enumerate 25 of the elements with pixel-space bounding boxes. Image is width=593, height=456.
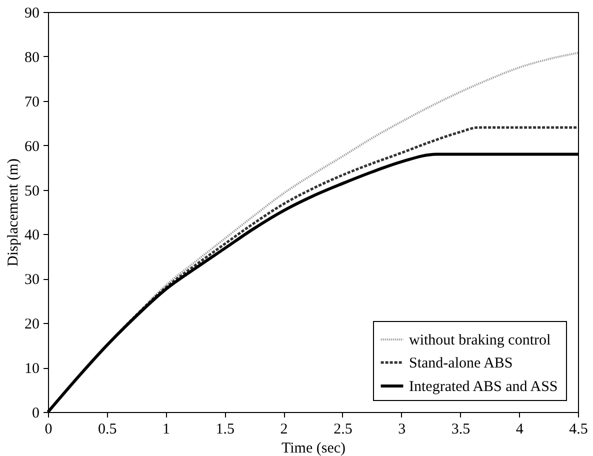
y-tick-label: 10 bbox=[24, 361, 40, 378]
x-tick-label: 4.5 bbox=[569, 422, 588, 438]
y-tick-label: 80 bbox=[24, 50, 40, 66]
x-tick-label: 0 bbox=[44, 422, 52, 438]
x-tick-label: 2.5 bbox=[334, 422, 352, 438]
y-tick-label: 40 bbox=[24, 228, 40, 244]
y-tick-label: 90 bbox=[24, 6, 40, 22]
x-tick-label: 3.5 bbox=[451, 422, 470, 438]
y-tick-label: 60 bbox=[24, 138, 40, 155]
legend-label: Integrated ABS and ASS bbox=[409, 379, 558, 395]
y-tick-label: 70 bbox=[24, 94, 40, 110]
x-tick-label: 1 bbox=[162, 422, 170, 438]
legend-label: Stand-alone ABS bbox=[409, 356, 513, 372]
x-tick-label: 0.5 bbox=[98, 422, 117, 438]
x-tick-label: 1.5 bbox=[216, 422, 235, 438]
y-tick-label: 50 bbox=[24, 183, 40, 200]
y-tick-label: 0 bbox=[32, 406, 40, 422]
legend-label: without braking control bbox=[409, 332, 551, 348]
y-tick-label: 20 bbox=[24, 316, 40, 333]
x-axis-title: Time (sec) bbox=[281, 440, 346, 456]
x-tick-label: 2 bbox=[280, 422, 288, 438]
y-tick-label: 30 bbox=[24, 272, 40, 288]
x-tick-label: 4 bbox=[516, 422, 524, 438]
x-tick-label: 3 bbox=[398, 422, 406, 438]
y-axis-title: Displacement (m) bbox=[6, 158, 22, 266]
